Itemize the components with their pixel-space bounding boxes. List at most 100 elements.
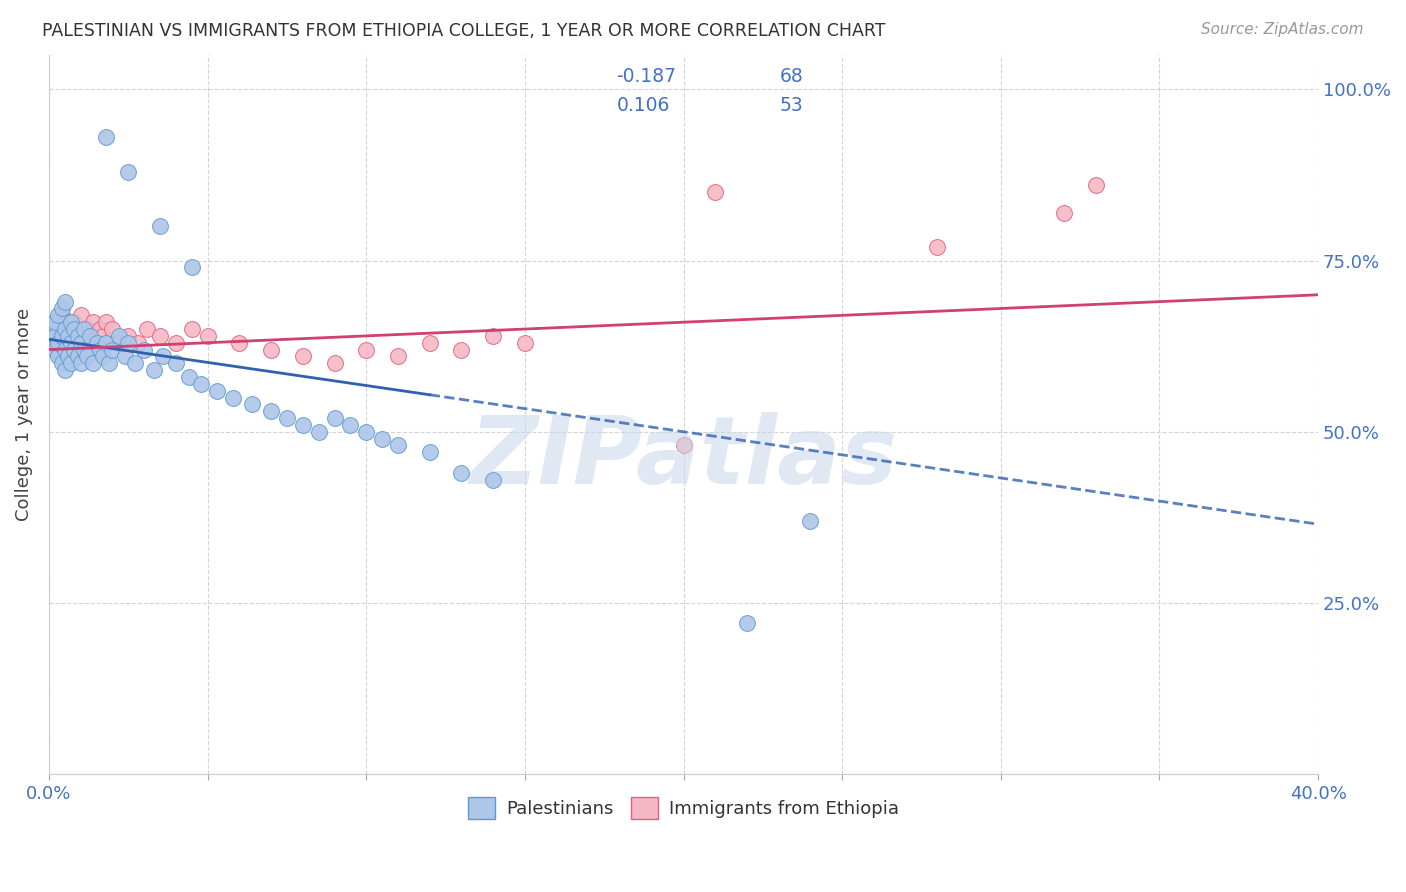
Point bbox=[704, 185, 727, 199]
Point bbox=[53, 363, 76, 377]
Point bbox=[53, 322, 76, 336]
Point bbox=[69, 335, 91, 350]
Point bbox=[101, 322, 124, 336]
Text: ZIPatlas: ZIPatlas bbox=[470, 412, 897, 504]
Point bbox=[101, 343, 124, 357]
Point bbox=[735, 616, 758, 631]
Point bbox=[98, 356, 121, 370]
Point bbox=[63, 315, 86, 329]
Point bbox=[82, 356, 104, 370]
Point bbox=[387, 438, 409, 452]
Point bbox=[51, 335, 73, 350]
Point bbox=[60, 335, 83, 350]
Point bbox=[79, 329, 101, 343]
Point bbox=[63, 343, 86, 357]
Point bbox=[197, 329, 219, 343]
Point bbox=[482, 473, 505, 487]
Text: 0.106: 0.106 bbox=[616, 95, 669, 114]
Point bbox=[276, 411, 298, 425]
Point bbox=[69, 356, 91, 370]
Point bbox=[152, 350, 174, 364]
Point bbox=[356, 425, 378, 439]
Point bbox=[86, 335, 108, 350]
Point bbox=[76, 350, 98, 364]
Point bbox=[371, 432, 394, 446]
Legend: Palestinians, Immigrants from Ethiopia: Palestinians, Immigrants from Ethiopia bbox=[461, 789, 907, 826]
Point bbox=[205, 384, 228, 398]
Point bbox=[387, 350, 409, 364]
Point bbox=[73, 343, 96, 357]
Point bbox=[56, 329, 79, 343]
Point bbox=[117, 335, 139, 350]
Point bbox=[177, 370, 200, 384]
Point bbox=[117, 164, 139, 178]
Point bbox=[56, 350, 79, 364]
Point bbox=[41, 322, 63, 336]
Point bbox=[114, 350, 136, 364]
Point bbox=[66, 322, 89, 336]
Point bbox=[136, 322, 159, 336]
Point bbox=[79, 329, 101, 343]
Point bbox=[53, 343, 76, 357]
Point bbox=[60, 343, 83, 357]
Point bbox=[134, 343, 156, 357]
Point bbox=[450, 466, 472, 480]
Point bbox=[117, 329, 139, 343]
Text: Source: ZipAtlas.com: Source: ZipAtlas.com bbox=[1201, 22, 1364, 37]
Point bbox=[48, 343, 70, 357]
Point bbox=[308, 425, 330, 439]
Text: PALESTINIAN VS IMMIGRANTS FROM ETHIOPIA COLLEGE, 1 YEAR OR MORE CORRELATION CHAR: PALESTINIAN VS IMMIGRANTS FROM ETHIOPIA … bbox=[42, 22, 886, 40]
Point bbox=[190, 376, 212, 391]
Point bbox=[260, 404, 283, 418]
Point bbox=[339, 417, 361, 432]
Point bbox=[513, 335, 536, 350]
Point bbox=[53, 343, 76, 357]
Point bbox=[69, 329, 91, 343]
Point bbox=[41, 335, 63, 350]
Point bbox=[291, 350, 314, 364]
Point bbox=[1085, 178, 1108, 193]
Point bbox=[89, 322, 111, 336]
Point bbox=[56, 335, 79, 350]
Point bbox=[51, 301, 73, 316]
Point bbox=[142, 363, 165, 377]
Point bbox=[56, 315, 79, 329]
Point bbox=[291, 417, 314, 432]
Point bbox=[124, 356, 146, 370]
Point bbox=[260, 343, 283, 357]
Point bbox=[60, 322, 83, 336]
Text: -0.187: -0.187 bbox=[616, 67, 676, 86]
Point bbox=[44, 329, 66, 343]
Point bbox=[91, 350, 114, 364]
Point bbox=[180, 260, 202, 275]
Point bbox=[53, 294, 76, 309]
Point bbox=[44, 315, 66, 329]
Point bbox=[51, 329, 73, 343]
Point bbox=[69, 309, 91, 323]
Point bbox=[51, 356, 73, 370]
Point bbox=[66, 343, 89, 357]
Point bbox=[1053, 205, 1076, 219]
Point bbox=[149, 329, 172, 343]
Point bbox=[222, 391, 245, 405]
Point bbox=[356, 343, 378, 357]
Point bbox=[91, 329, 114, 343]
Point bbox=[44, 329, 66, 343]
Point bbox=[76, 322, 98, 336]
Point bbox=[86, 335, 108, 350]
Point bbox=[799, 514, 821, 528]
Point bbox=[82, 315, 104, 329]
Point bbox=[323, 411, 346, 425]
Point bbox=[127, 335, 149, 350]
Point bbox=[66, 329, 89, 343]
Point bbox=[419, 445, 441, 459]
Point bbox=[48, 309, 70, 323]
Point bbox=[107, 335, 129, 350]
Point bbox=[1402, 287, 1406, 301]
Point bbox=[60, 315, 83, 329]
Point bbox=[41, 335, 63, 350]
Y-axis label: College, 1 year or more: College, 1 year or more bbox=[15, 308, 32, 521]
Point bbox=[149, 219, 172, 234]
Point bbox=[51, 309, 73, 323]
Point bbox=[240, 397, 263, 411]
